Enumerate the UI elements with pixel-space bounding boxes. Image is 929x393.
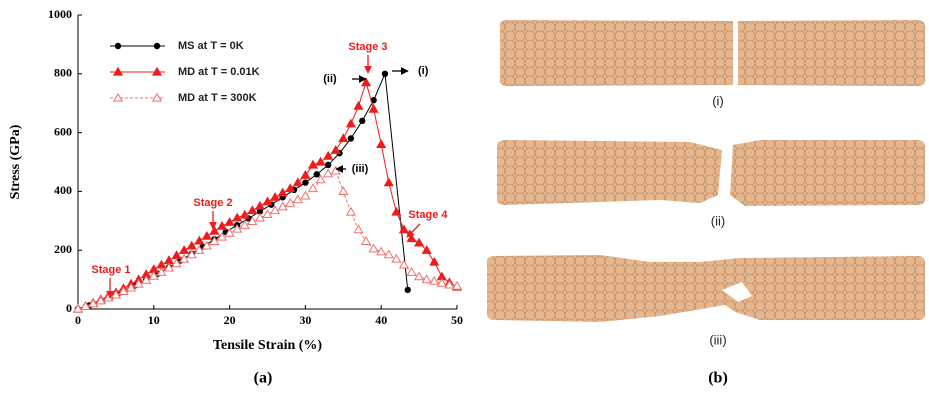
page: {"chart_data": {"type": "line", "xlabel"… (0, 0, 929, 393)
data-point (316, 158, 324, 165)
data-point (430, 258, 438, 265)
image-caption: (ii) (711, 213, 725, 228)
data-point (385, 178, 393, 185)
data-point (154, 43, 160, 49)
legend-label: MD at T = 0.01K (178, 66, 260, 78)
data-point (203, 232, 211, 239)
annotation: (ii) (323, 73, 337, 85)
annotation: Stage 4 (408, 209, 448, 221)
data-point (114, 68, 122, 75)
data-point (256, 202, 264, 209)
annotation: (i) (418, 65, 429, 77)
image-caption: (i) (712, 93, 724, 108)
data-point (324, 152, 332, 159)
data-point (188, 242, 196, 249)
x-tick-label: 40 (375, 313, 387, 327)
x-tick-label: 50 (451, 313, 463, 327)
legend-label: MS at T = 0K (178, 40, 244, 52)
data-point (362, 237, 370, 244)
data-point (392, 255, 400, 262)
data-point (157, 261, 165, 268)
data-point (332, 146, 340, 153)
data-point (271, 193, 279, 200)
data-point (153, 94, 161, 101)
data-point (382, 71, 388, 77)
annotation: (iii) (352, 163, 369, 175)
data-point (233, 214, 241, 221)
data-point (263, 197, 271, 204)
data-point (241, 211, 249, 218)
y-tick-label: 0 (66, 301, 72, 315)
data-point (165, 256, 173, 263)
y-axis-title: Stress (GPa) (8, 124, 23, 199)
data-point (348, 135, 354, 141)
legend-label: MD at T = 300K (178, 92, 257, 104)
data-point (180, 246, 188, 253)
data-point (385, 250, 393, 257)
data-point (248, 206, 256, 213)
nanotube-ii-right (730, 140, 925, 206)
data-point (377, 247, 385, 254)
data-point (325, 162, 331, 168)
panel-label: (a) (254, 370, 273, 387)
x-tick-label: 0 (75, 313, 81, 327)
data-point (195, 237, 203, 244)
data-point (339, 134, 347, 141)
data-point (415, 239, 423, 246)
data-point (377, 140, 385, 147)
data-point (324, 170, 332, 177)
x-axis-title: Tensile Strain (%) (213, 338, 322, 353)
x-tick-label: 10 (148, 313, 160, 327)
data-point (347, 120, 355, 127)
data-point (301, 192, 309, 199)
nanotube-i-right (738, 20, 925, 86)
data-point (309, 184, 317, 191)
image-caption: (iii) (709, 332, 726, 347)
data-point (302, 179, 308, 185)
data-point (430, 277, 438, 284)
data-point (278, 189, 286, 196)
data-point (422, 275, 430, 282)
data-point (339, 187, 347, 194)
data-point (314, 171, 320, 177)
data-point (309, 161, 317, 168)
data-point (347, 208, 355, 215)
data-point (359, 118, 365, 124)
nanotube-ii-left (497, 140, 722, 205)
series-line (78, 83, 457, 309)
panel-label: (b) (708, 370, 728, 387)
data-point (332, 167, 340, 174)
data-point (400, 261, 408, 268)
x-tick-label: 30 (299, 313, 311, 327)
data-point (415, 272, 423, 279)
data-point (115, 43, 121, 49)
y-tick-label: 1000 (48, 7, 72, 21)
annotation: Stage 2 (193, 197, 232, 209)
annotation-arrow (407, 224, 420, 237)
y-tick-label: 800 (54, 66, 72, 80)
axes-frame (78, 15, 457, 309)
y-tick-label: 200 (54, 242, 72, 256)
nanotube-iii (487, 255, 925, 322)
data-point (354, 102, 362, 109)
annotation: Stage 1 (91, 264, 130, 276)
nanotube-images (487, 20, 925, 322)
data-point (172, 251, 180, 258)
y-tick-label: 600 (54, 124, 72, 138)
annotation: Stage 3 (348, 41, 387, 53)
x-tick-label: 20 (224, 313, 236, 327)
data-point (405, 287, 411, 293)
data-point (153, 68, 161, 75)
data-point (301, 171, 309, 178)
data-point (354, 225, 362, 232)
y-tick-label: 400 (54, 183, 72, 197)
data-point (225, 218, 233, 225)
nanotube-i-left (500, 20, 733, 86)
data-point (210, 227, 218, 234)
figure: 0 200 400 600 800 1000 0 10 20 30 40 50 Tensile Stra… (0, 0, 929, 393)
data-point (114, 94, 122, 101)
